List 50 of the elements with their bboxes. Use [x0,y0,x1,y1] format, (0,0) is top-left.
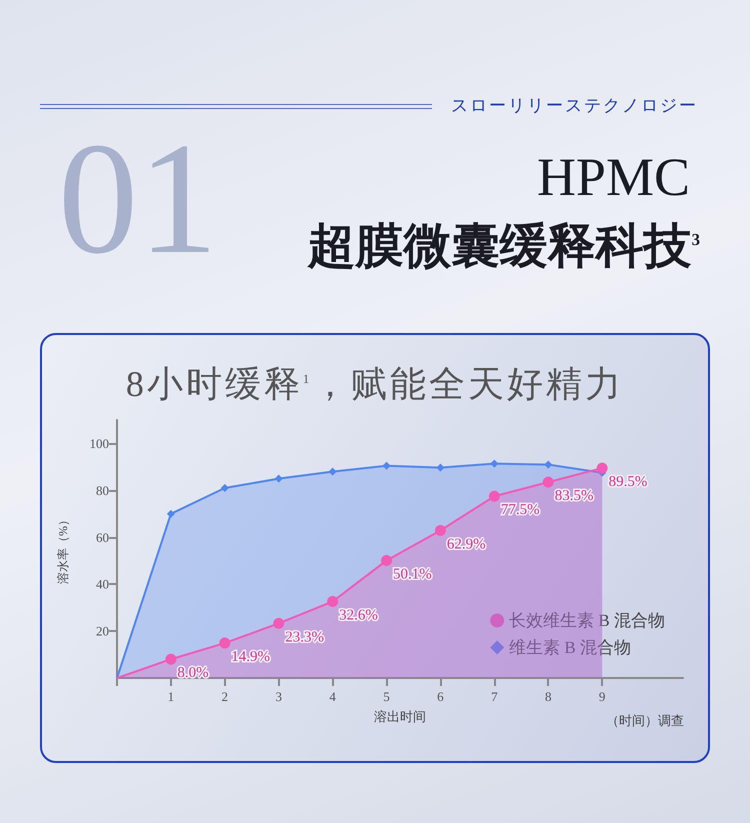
text: （时间）调查 [606,712,684,730]
point [274,474,283,483]
point [490,460,498,468]
x-tick-label: 5 [383,689,390,704]
text: スローリリーステクノロジー [451,95,698,117]
x-tick-label: 1 [168,689,174,704]
point [381,554,392,566]
text: 01 [58,109,218,287]
point [436,464,444,472]
point [219,638,230,649]
point [273,618,284,629]
legend-label: 维生素 B 混合物 [509,638,632,657]
point [596,462,608,474]
data-label: 62.9% [446,536,486,552]
data-label: 89.5% [608,474,648,490]
point [327,596,338,608]
point [166,510,175,518]
y-axis-title: 溶水率（%） [56,514,70,584]
x-tick-label: 7 [491,689,498,704]
data-label: 23.3% [285,629,324,646]
x-tick-label: 6 [437,689,444,704]
x-tick-label: 8 [544,689,552,704]
y-tick-label: 40 [96,576,109,592]
point [544,460,552,469]
data-label: 50.1% [393,566,432,582]
point [488,490,500,502]
point [220,484,229,492]
x-axis-title: 溶出时间 [374,709,426,724]
legend-label: 长效维生素 B 混合物 [509,611,666,630]
point [165,654,176,665]
x-tick-label: 2 [222,689,228,704]
data-label: 77.5% [500,502,540,518]
chart-title: 8小时缓释$^{1}$，赋能全天好精力 [124,363,626,406]
point [382,462,391,470]
y-tick-label: 20 [96,624,109,639]
data-label: 32.6% [339,608,378,624]
x-tick-label: 3 [275,689,282,704]
y-tick-label: 60 [96,530,109,545]
y-tick-label: 100 [90,436,109,451]
point [542,476,554,488]
text: HPMC [536,146,690,208]
chart-subtitle: 超膜微囊缓释科技$^{3}$ [308,219,700,275]
point [328,468,337,476]
x-tick-label: 9 [598,689,606,704]
x-tick-label: 4 [329,689,336,704]
point [434,524,446,536]
data-label: 83.5% [554,488,594,504]
data-label: 14.9% [231,649,270,666]
data-label: 8.0% [177,665,209,682]
y-tick-label: 80 [96,482,109,498]
